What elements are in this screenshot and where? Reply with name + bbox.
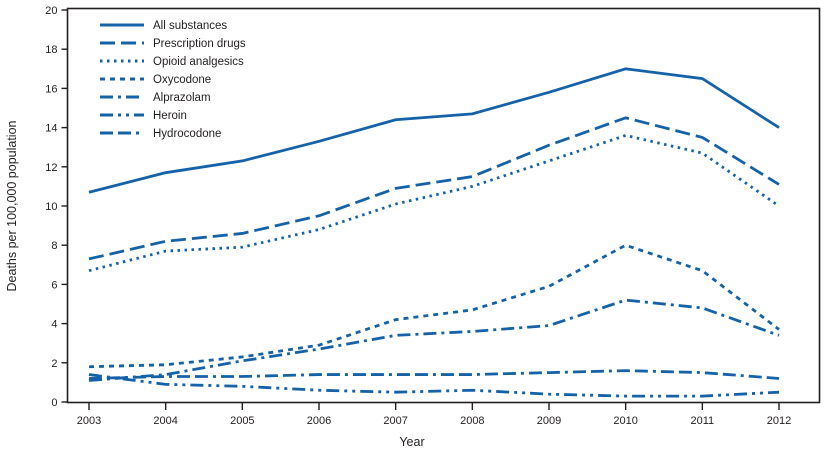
x-tick-label: 2007 <box>383 415 407 427</box>
y-tick-label: 16 <box>45 83 57 95</box>
x-tick-label: 2008 <box>460 415 484 427</box>
legend-label-oxycodone: Oxycodone <box>153 74 211 86</box>
series-line-prescription-drugs <box>88 116 780 261</box>
series-line-hydrocodone <box>88 369 780 380</box>
y-tick-label: 18 <box>45 44 57 56</box>
x-tick-label: 2011 <box>691 415 715 427</box>
legend-label-prescription-drugs: Prescription drugs <box>153 38 246 50</box>
y-tick-label: 8 <box>51 240 57 252</box>
x-axis-title: Year <box>399 435 424 449</box>
y-tick-label: 6 <box>51 279 57 291</box>
series-line-oxycodone <box>88 243 780 369</box>
y-tick-label: 20 <box>45 5 57 17</box>
legend-label-opioid-analgesics: Opioid analgesics <box>153 56 244 68</box>
legend-label-heroin: Heroin <box>153 110 187 122</box>
x-tick-label: 2006 <box>307 415 331 427</box>
y-tick-label: 4 <box>51 319 57 331</box>
x-tick-label: 2003 <box>77 415 101 427</box>
y-tick-label: 2 <box>51 358 57 370</box>
x-tick-label: 2010 <box>613 415 637 427</box>
legend-label-hydrocodone: Hydrocodone <box>153 128 221 140</box>
y-tick-label: 12 <box>45 162 57 174</box>
y-tick-label: 14 <box>45 123 57 135</box>
y-tick-label: 0 <box>51 397 57 409</box>
legend-label-all-substances: All substances <box>153 20 227 32</box>
x-tick-label: 2009 <box>537 415 561 427</box>
y-axis-title: Deaths per 100,000 population <box>5 120 19 291</box>
series-line-heroin <box>88 373 780 398</box>
x-tick-label: 2012 <box>767 415 791 427</box>
series-line-all-substances <box>88 67 780 194</box>
series-line-opioid-analgesics <box>88 133 780 273</box>
series-line-alprazolam <box>88 298 780 382</box>
legend-label-alprazolam: Alprazolam <box>153 92 211 104</box>
x-tick-label: 2005 <box>230 415 254 427</box>
y-tick-label: 10 <box>45 201 57 213</box>
x-tick-label: 2004 <box>153 415 177 427</box>
